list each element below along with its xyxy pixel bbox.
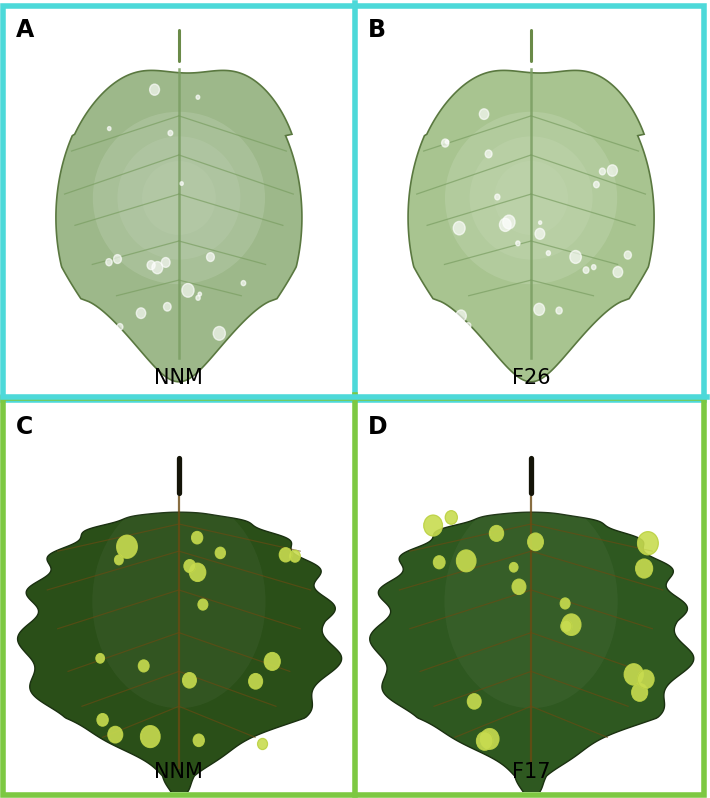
Circle shape [489, 526, 503, 541]
Text: B: B [368, 18, 386, 42]
Circle shape [114, 555, 123, 565]
Circle shape [114, 255, 121, 263]
Circle shape [591, 265, 596, 270]
Ellipse shape [469, 136, 593, 259]
Circle shape [481, 729, 499, 749]
Circle shape [624, 664, 643, 685]
Circle shape [136, 308, 146, 318]
Circle shape [150, 84, 160, 95]
Circle shape [594, 181, 599, 188]
Circle shape [560, 598, 570, 609]
Ellipse shape [117, 136, 241, 259]
Circle shape [184, 559, 195, 572]
Circle shape [456, 310, 466, 322]
Circle shape [434, 556, 445, 569]
Ellipse shape [494, 161, 568, 235]
Circle shape [116, 535, 137, 558]
Polygon shape [56, 70, 302, 381]
Circle shape [96, 654, 104, 663]
Circle shape [556, 307, 562, 314]
Circle shape [453, 221, 465, 235]
Circle shape [241, 281, 246, 286]
Circle shape [535, 228, 545, 239]
Circle shape [424, 515, 442, 536]
Circle shape [163, 302, 171, 311]
Circle shape [196, 95, 200, 99]
Circle shape [465, 322, 471, 329]
Circle shape [457, 550, 476, 571]
Circle shape [503, 215, 515, 229]
Circle shape [583, 267, 589, 274]
Circle shape [442, 139, 449, 147]
Circle shape [624, 251, 631, 259]
Circle shape [161, 258, 170, 267]
Circle shape [258, 738, 268, 749]
Circle shape [476, 732, 493, 750]
Polygon shape [370, 512, 694, 798]
Circle shape [607, 165, 618, 176]
Circle shape [264, 653, 280, 670]
Circle shape [546, 251, 550, 255]
Circle shape [445, 511, 457, 524]
Text: D: D [368, 416, 388, 440]
Circle shape [108, 726, 123, 743]
Circle shape [495, 194, 500, 200]
Polygon shape [18, 512, 342, 798]
Circle shape [248, 674, 263, 689]
Ellipse shape [142, 161, 216, 235]
Circle shape [613, 267, 623, 278]
Ellipse shape [93, 112, 265, 284]
Circle shape [635, 559, 652, 578]
Circle shape [138, 660, 149, 672]
Circle shape [290, 551, 300, 562]
Circle shape [198, 599, 208, 610]
Circle shape [570, 251, 581, 263]
Circle shape [515, 241, 520, 246]
Circle shape [512, 579, 525, 595]
Circle shape [180, 182, 183, 185]
Circle shape [213, 326, 225, 340]
Ellipse shape [445, 112, 617, 284]
Text: F26: F26 [512, 368, 550, 388]
Circle shape [193, 734, 204, 746]
Circle shape [561, 620, 572, 632]
Circle shape [479, 109, 488, 120]
Circle shape [168, 130, 173, 136]
Circle shape [562, 614, 581, 635]
Circle shape [107, 127, 111, 131]
Circle shape [599, 168, 606, 175]
Text: F17: F17 [512, 762, 550, 782]
Text: NNM: NNM [155, 762, 203, 782]
Circle shape [485, 150, 492, 158]
Circle shape [182, 283, 194, 297]
Circle shape [152, 262, 163, 274]
Circle shape [445, 140, 449, 144]
Circle shape [141, 725, 160, 748]
Circle shape [106, 259, 112, 266]
Circle shape [198, 292, 202, 296]
Circle shape [467, 693, 481, 709]
Circle shape [539, 221, 542, 224]
Text: C: C [16, 416, 33, 440]
Circle shape [117, 323, 123, 330]
Circle shape [196, 295, 200, 300]
Text: A: A [16, 18, 34, 42]
Circle shape [190, 563, 206, 582]
Circle shape [192, 531, 202, 543]
Circle shape [215, 547, 225, 559]
Circle shape [638, 670, 654, 689]
Circle shape [147, 261, 155, 270]
Circle shape [528, 533, 543, 551]
Circle shape [280, 547, 292, 562]
Circle shape [534, 303, 545, 315]
Circle shape [97, 713, 108, 726]
Circle shape [632, 684, 648, 701]
Circle shape [638, 531, 658, 555]
Circle shape [499, 219, 511, 231]
Circle shape [510, 563, 518, 572]
Text: NNM: NNM [155, 368, 203, 388]
Circle shape [207, 253, 214, 262]
Circle shape [182, 673, 196, 688]
Polygon shape [408, 70, 654, 381]
